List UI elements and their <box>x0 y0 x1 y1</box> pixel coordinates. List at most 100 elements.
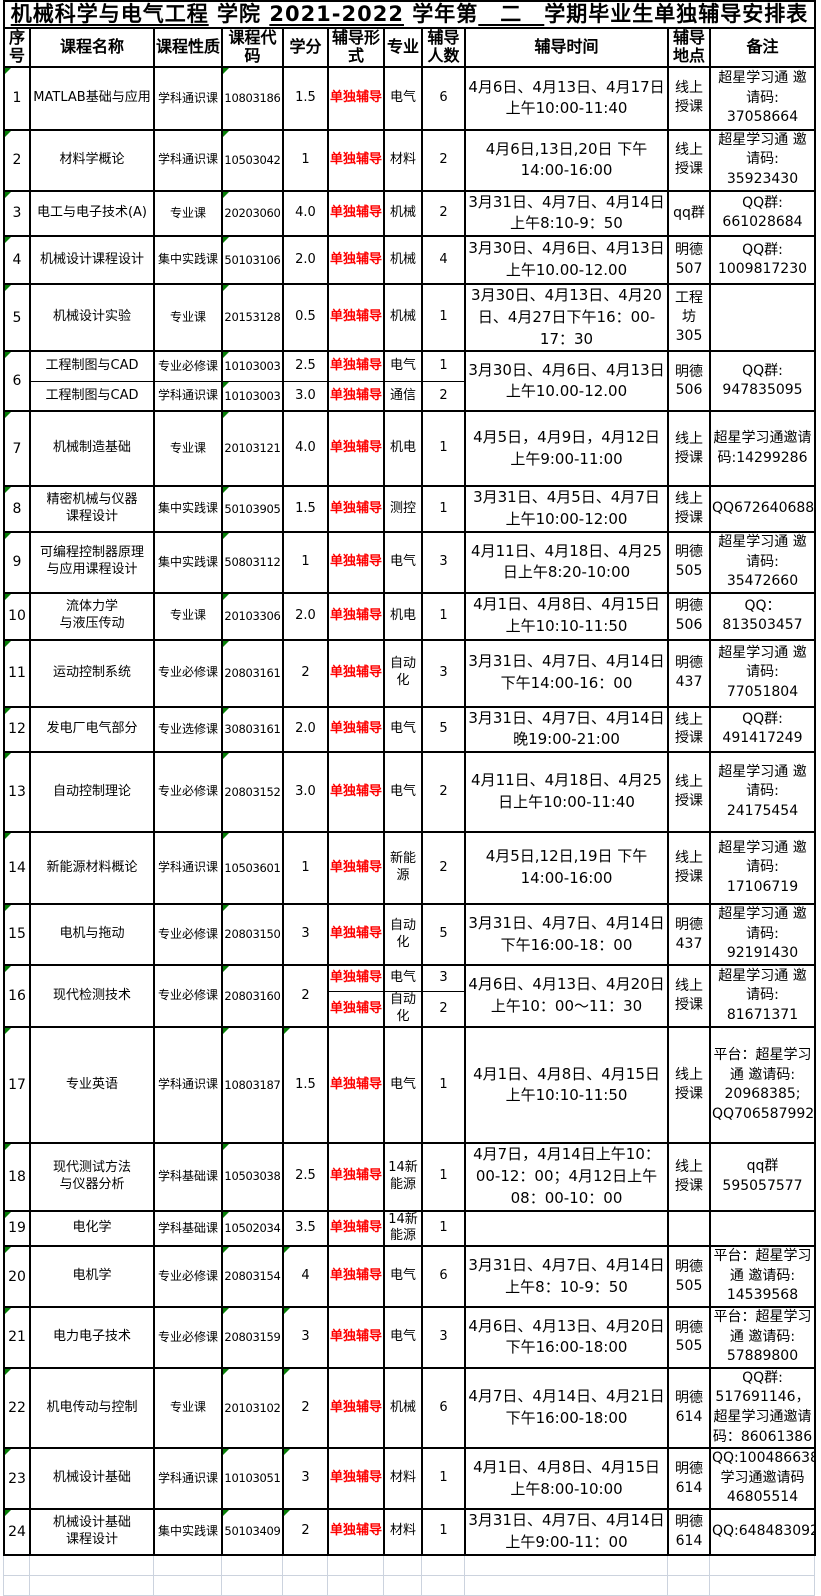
cell-r22-major: 机械 <box>383 1366 423 1450</box>
cell-r18-time: 4月7日，4月14日上午10：00-12：00；4月12日上午08：00-10：… <box>464 1142 669 1212</box>
cell-r13-course-nature: 专业必修课 <box>153 751 223 834</box>
cell-r6a-credits: 2.5 <box>282 350 329 382</box>
cell-r23-count: 1 <box>421 1447 466 1510</box>
cell-r23-credits: 3 <box>282 1447 329 1510</box>
cell-r15-count: 5 <box>421 903 466 966</box>
cell-r10-location: 明德506 <box>667 591 711 641</box>
cell-r19-location <box>667 1209 711 1248</box>
cell-r13-note: 超星学习通 邀请码: 24175454 <box>709 751 816 834</box>
empty-grid-cell <box>327 1555 384 1576</box>
cell-r7-time: 4月5日，4月9日，4月12日 上午9:00-11:00 <box>464 410 669 488</box>
cell-r16-note: 超星学习通 邀请码: 81671371 <box>709 963 816 1029</box>
cell-r2-course-nature: 学科通识课 <box>153 128 223 192</box>
cell-r21-location: 明德505 <box>667 1306 711 1369</box>
cell-r3-course-name: 电工与电子技术(A) <box>29 189 155 238</box>
cell-r6b-count: 2 <box>421 380 466 413</box>
cell-r19-time <box>464 1209 669 1248</box>
cell-r4-course-nature: 集中实践课 <box>153 235 223 286</box>
cell-r17-time: 4月1日、4月8日、4月15日 上午10:10-11:50 <box>464 1026 669 1145</box>
header-time: 辅导时间 <box>464 27 669 68</box>
cell-r6a-major: 电气 <box>383 350 423 382</box>
cell-r14-time: 4月5日,12日,19日 下午 14:00-16:00 <box>464 831 669 906</box>
cell-r4-major: 机械 <box>383 235 423 286</box>
cell-r20-no: 20 <box>3 1245 31 1309</box>
empty-grid-cell <box>327 1574 384 1596</box>
cell-r17-course-name: 专业英语 <box>29 1026 155 1145</box>
page-title: 机械科学与电气工程 学院 2021-2022 学年第 二 学期毕业生单独辅导安排… <box>3 0 816 30</box>
cell-r4-tutor-form: 单独辅导 <box>327 235 385 286</box>
cell-r20-note: 平台：超星学习通 邀请码: 14539568 <box>709 1245 816 1309</box>
cell-r4-no: 4 <box>3 235 31 286</box>
cell-r2-count: 2 <box>421 128 466 192</box>
cell-r10-course-name: 流体力学 与液压传动 <box>29 591 155 641</box>
cell-r22-course-nature: 专业课 <box>153 1366 223 1450</box>
cell-r6b-major: 通信 <box>383 380 423 413</box>
cell-r13-count: 2 <box>421 751 466 834</box>
cell-r7-course-nature: 专业课 <box>153 410 223 488</box>
cell-r18-course-name: 现代测试方法 与仪器分析 <box>29 1142 155 1212</box>
cell-r23-course-nature: 学科通识课 <box>153 1447 223 1510</box>
cell-r23-time: 4月1日、4月8日、4月15日 上午8:00-10:00 <box>464 1447 669 1510</box>
cell-r10-time: 4月1日、4月8日、4月15日 上午10:10-11:50 <box>464 591 669 641</box>
cell-r1-course-name: MATLAB基础与应用 <box>29 65 155 131</box>
cell-r20-major: 电气 <box>383 1245 423 1309</box>
cell-r3-tutor-form: 单独辅导 <box>327 189 385 238</box>
cell-r4-credits: 2.0 <box>282 235 329 286</box>
cell-r20-tutor-form: 单独辅导 <box>327 1245 385 1309</box>
cell-r17-major: 电气 <box>383 1026 423 1145</box>
cell-r4-count: 4 <box>421 235 466 286</box>
cell-r14-location: 线上授课 <box>667 831 711 906</box>
cell-r20-count: 6 <box>421 1245 466 1309</box>
header-major: 专业 <box>383 27 423 68</box>
cell-r17-tutor-form: 单独辅导 <box>327 1026 385 1145</box>
cell-r6b-tutor-form: 单独辅导 <box>327 380 385 413</box>
cell-r2-time: 4月6日,13日,20日 下午 14:00-16:00 <box>464 128 669 192</box>
cell-r9-time: 4月11日、4月18日、4月25日上午8:20-10:00 <box>464 530 669 594</box>
cell-r10-tutor-form: 单独辅导 <box>327 591 385 641</box>
cell-r19-count: 1 <box>421 1209 466 1248</box>
cell-r16-location: 线上授课 <box>667 963 711 1029</box>
cell-r18-no: 18 <box>3 1142 31 1212</box>
cell-r11-no: 11 <box>3 638 31 708</box>
title-part: 学年第 <box>403 2 479 26</box>
cell-r7-course-name: 机械制造基础 <box>29 410 155 488</box>
cell-r10-course-code: 20103306 <box>221 591 284 641</box>
cell-r16-time: 4月6日、4月13日、4月20日 上午10：00～11：30 <box>464 963 669 1029</box>
cell-r14-course-name: 新能源材料概论 <box>29 831 155 906</box>
cell-r16a-major: 电气 <box>383 963 423 993</box>
cell-r6b-course-name: 工程制图与CAD <box>29 380 155 413</box>
cell-r11-note: 超星学习通 邀请码: 77051804 <box>709 638 816 708</box>
cell-r1-course-code: 10803186 <box>221 65 284 131</box>
empty-grid-cell <box>709 1555 815 1576</box>
cell-r21-credits: 3 <box>282 1306 329 1369</box>
cell-r14-note: 超星学习通 邀请码: 17106719 <box>709 831 816 906</box>
cell-r18-credits: 2.5 <box>282 1142 329 1212</box>
cell-r14-major: 新能源 <box>383 831 423 906</box>
cell-r16b-major: 自动化 <box>383 991 423 1029</box>
header-note: 备注 <box>709 27 816 68</box>
cell-r24-no: 24 <box>3 1508 31 1556</box>
cell-r20-credits: 4 <box>282 1245 329 1309</box>
cell-r7-major: 机电 <box>383 410 423 488</box>
cell-r16b-count: 2 <box>421 991 466 1029</box>
cell-r15-course-code: 20803150 <box>221 903 284 966</box>
cell-r11-major: 自动化 <box>383 638 423 708</box>
tutoring-schedule-table: 机械科学与电气工程 学院 2021-2022 学年第 二 学期毕业生单独辅导安排… <box>3 0 816 1556</box>
cell-r24-course-nature: 集中实践课 <box>153 1508 223 1556</box>
empty-grid-cell <box>221 1555 283 1576</box>
cell-r11-location: 明德437 <box>667 638 711 708</box>
cell-r6b-course-nature: 学科通识课 <box>153 380 223 413</box>
empty-grid-cell <box>464 1574 668 1596</box>
title-part: 学院 <box>208 2 270 26</box>
cell-r9-count: 3 <box>421 530 466 594</box>
cell-r8-course-code: 50103905 <box>221 485 284 533</box>
cell-r14-tutor-form: 单独辅导 <box>327 831 385 906</box>
cell-r6b-credits: 3.0 <box>282 380 329 413</box>
cell-r21-time: 4月6日、4月13日、4月20日 下午16:00-18:00 <box>464 1306 669 1369</box>
cell-r1-location: 线上授课 <box>667 65 711 131</box>
cell-r23-note: QQ:1004866388，学习通邀请码46805514 <box>709 1447 816 1510</box>
empty-grid-cell <box>29 1574 154 1596</box>
cell-r3-count: 2 <box>421 189 466 238</box>
cell-r3-course-code: 20203060 <box>221 189 284 238</box>
cell-r3-credits: 4.0 <box>282 189 329 238</box>
